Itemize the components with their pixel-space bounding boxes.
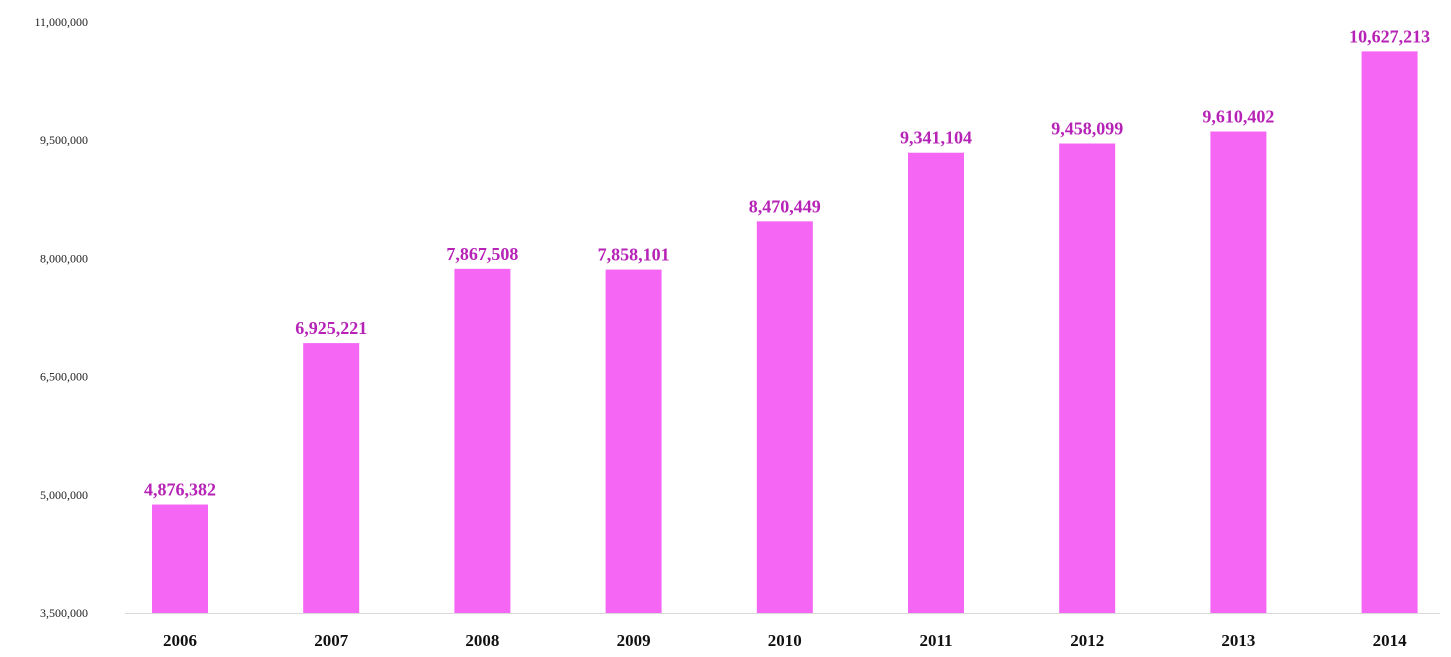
x-tick-label: 2007 [314, 631, 349, 650]
x-tick-label: 2014 [1373, 631, 1408, 650]
x-tick-label: 2010 [768, 631, 802, 650]
y-tick-label: 9,500,000 [40, 133, 88, 147]
y-axis: 3,500,000 5,000,000 6,500,000 8,000,000 9,50… [34, 15, 88, 620]
x-axis: 2006 2007 2008 2009 2010 2011 2012 2013 2014 [163, 631, 1407, 650]
data-label: 7,858,101 [598, 245, 670, 265]
bar [1059, 143, 1116, 613]
bar [908, 152, 964, 613]
y-tick-label: 8,000,000 [40, 251, 88, 265]
y-tick-label: 5,000,000 [40, 488, 88, 502]
data-label: 6,925,221 [295, 318, 367, 338]
bar [605, 269, 662, 613]
bars-group [152, 51, 1418, 614]
x-tick-label: 2011 [919, 631, 952, 650]
data-label: 9,458,099 [1051, 119, 1123, 139]
x-tick-label: 2006 [163, 631, 197, 650]
y-tick-label: 6,500,000 [40, 370, 88, 384]
x-tick-label: 2013 [1221, 631, 1255, 650]
bar [303, 343, 360, 613]
x-tick-label: 2009 [617, 631, 651, 650]
data-label: 8,470,449 [749, 196, 821, 216]
bar [454, 268, 511, 613]
bar [1210, 131, 1267, 614]
data-label: 7,867,508 [446, 244, 518, 264]
y-tick-label: 3,500,000 [40, 606, 88, 620]
x-tick-label: 2008 [465, 631, 499, 650]
data-label: 9,610,402 [1202, 107, 1274, 127]
data-label: 10,627,213 [1349, 26, 1430, 46]
bar [1361, 51, 1418, 614]
y-tick-label: 11,000,000 [34, 15, 88, 29]
data-label: 9,341,104 [900, 128, 972, 148]
data-label: 4,876,382 [144, 480, 216, 500]
bar [756, 221, 813, 613]
bar [152, 504, 208, 613]
x-tick-label: 2012 [1070, 631, 1104, 650]
data-labels-group: 4,876,382 6,925,221 7,867,508 7,858,101 8,47… [144, 26, 1430, 499]
